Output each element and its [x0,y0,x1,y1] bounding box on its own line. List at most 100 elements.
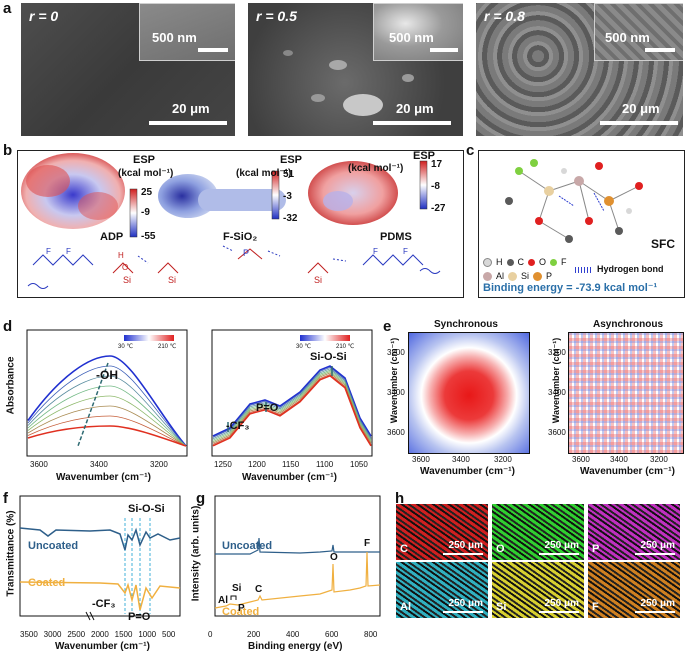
panel-label-h: h [395,490,405,507]
peak-o: O [330,552,338,563]
atom-p-swatch [533,271,543,281]
intensity-axis-title: Intensity (arb. units) [190,505,202,602]
atom-al-label: Al [496,271,505,281]
esp-title-adp: ESP [133,154,156,166]
scheme-atom-h: H [118,251,124,260]
coated-label-g: Coated [222,606,260,618]
g-xtick: 800 [364,630,378,639]
d-left-xtick: 3600 [30,460,48,469]
main-scale-text: 20 μm [396,101,434,116]
asynchronous-map [568,332,684,454]
legend-low-left: 30 ℃ [118,344,134,350]
scheme-atom-p: P [243,248,250,258]
inset-scale-text: 500 nm [389,30,434,45]
esp-unit-pdms: (kcal mol⁻¹) [348,163,404,174]
eds-scale-bar [635,553,675,555]
panel-f-plot [19,495,181,621]
absorbance-curve [27,405,187,447]
po-label-f: P=O [128,611,151,623]
panel-label-d: d [3,318,13,335]
scheme-atom-f: F [66,247,71,256]
atom-h-label: H [496,257,503,267]
eds-scale-bar [635,611,675,613]
peak-c: C [255,584,263,595]
siosi-label-f: Si-O-Si [128,503,165,515]
coated-label-f: Coated [28,577,66,589]
scheme-atom-o: O [122,263,129,272]
sfc-label: SFC [651,237,675,251]
e-sync-ytick: 3400 [387,388,405,397]
e-async-xtick: 3400 [610,455,628,464]
peak-al: Al [218,595,228,606]
esp-unit-adp: (kcal mol⁻¹) [118,168,174,179]
e-async-xtick: 3200 [650,455,668,464]
g-xtick: 600 [325,630,339,639]
esp-molecules [21,153,441,289]
eds-element-label: C [400,543,408,555]
eds-map-f: F 250 μm [588,562,680,618]
panel-label-e: e [383,318,392,335]
cbar-min-fsio2: -32 [283,213,298,224]
atom-al-swatch [483,271,492,281]
panel-b-frame: ESP (kcal mol⁻¹) 25 -9 -55 ADP ESP (kcal… [17,150,464,298]
absorbance-curve [27,355,187,447]
scheme-atom-si: Si [314,275,323,285]
panel-label-a: a [3,0,12,17]
atom-legend-row1: H C O F [483,257,567,267]
sem-image-r05: r = 0.5 500 nm 20 μm [248,3,463,136]
oh-peak-label: -OH [96,368,118,382]
eds-scale-text: 250 μm [448,598,483,609]
d-left-xtick: 3400 [90,460,108,469]
g-xtick: 0 [208,630,213,639]
async-title: Asynchronous [593,319,664,330]
panel-label-c: c [466,142,475,159]
cbar-max-adp: 25 [141,187,153,198]
atom-si-swatch [508,271,518,281]
atom-o-label: O [539,257,547,267]
eds-scale-bar [443,553,483,555]
absorbance-curve [212,365,372,437]
absorbance-axis-title: Absorbance [5,356,17,415]
f-xtick: 3000 [43,630,62,639]
e-async-ytick: 3200 [548,348,566,357]
eds-element-label: O [496,543,505,555]
f-xtick: 3500 [20,630,38,639]
eds-scale-text: 250 μm [544,598,579,609]
temp-legend-bar-right [300,335,350,341]
scheme-atom-f: F [403,247,408,256]
eds-map-c: C 250 μm [396,504,488,560]
absorbance-curve [27,385,187,447]
main-scale-text: 20 μm [172,101,210,116]
ratio-label: r = 0 [29,8,59,24]
esp-title-pdms: ESP [413,150,436,162]
scheme-atom-si: Si [123,275,132,285]
absorbance-curve [27,395,187,447]
d-right-xtick: 1050 [350,460,368,469]
d-right-xtick: 1200 [248,460,266,469]
eds-scale-text: 250 μm [640,540,675,551]
e-sync-xtick: 3600 [412,455,430,464]
absorbance-curve [27,425,187,447]
siosi-label-d: Si-O-Si [310,351,347,363]
cbar-mid-adp: -9 [141,207,150,218]
atom-si-label: Si [521,271,530,281]
sfc-structure [505,159,643,243]
scheme-atom-f: F [46,247,51,256]
cbar-min-pdms: -27 [431,203,446,214]
eds-scale-bar [539,553,579,555]
atom-legend-row2: Al Si P [483,271,552,281]
g-xtick: 200 [247,630,261,639]
absorbance-curve [27,375,187,447]
legend-high-right: 210 ℃ [336,344,355,350]
d-right-xtick: 1150 [282,460,300,469]
cf3-label: -CF₃ [226,420,250,432]
hbond-swatch [575,267,593,273]
d-right-xlabel: Wavenumber (cm⁻¹) [242,472,337,483]
cbar-max-pdms: 17 [431,159,443,170]
synchronous-map [408,332,530,454]
peak-f: F [364,538,371,549]
panel-d-plots [26,329,373,457]
eds-scale-bar [443,611,483,613]
inset-scale-bar [198,48,228,52]
eds-scale-text: 250 μm [544,540,579,551]
